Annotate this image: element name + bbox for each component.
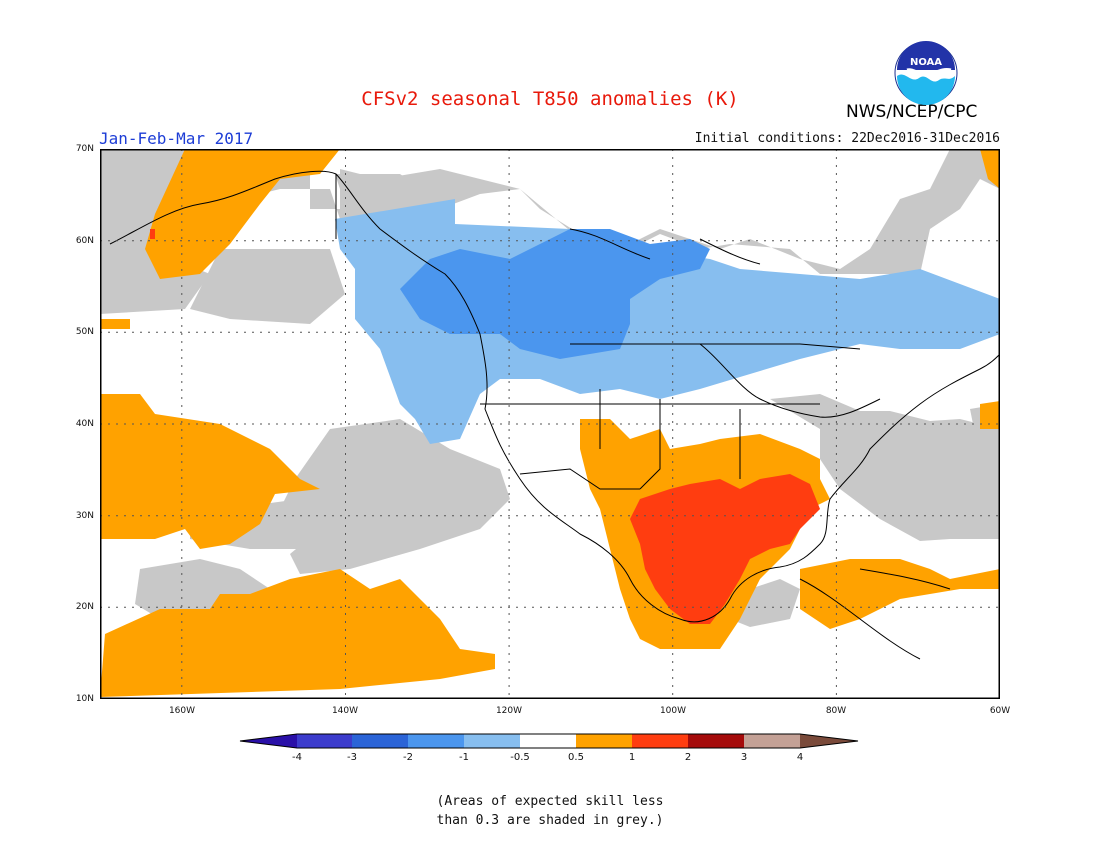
colorbar-label-3: 3 (740, 752, 748, 763)
agency-label: NWS/NCEP/CPC (846, 102, 978, 122)
colorbar (239, 733, 859, 749)
colorbar-cell-1 (297, 734, 352, 748)
colorbar-label-minus-1: -1 (459, 752, 469, 763)
anomaly-map (100, 149, 1000, 699)
colorbar-cell-10 (800, 734, 858, 748)
lat-label-30n: 30N (75, 511, 94, 521)
lat-label-60n: 60N (75, 236, 94, 246)
lon-label-160w: 160W (168, 706, 196, 716)
colorbar-label-0-5: 0.5 (568, 752, 584, 763)
graticule (100, 149, 1000, 699)
noaa-logo-text: NOAA (910, 57, 942, 68)
chart-title: CFSv2 seasonal T850 anomalies (K) (361, 88, 739, 110)
lon-label-140w: 140W (331, 706, 359, 716)
colorbar-cell-6 (576, 734, 632, 748)
colorbar-label-minus-2: -2 (403, 752, 413, 763)
initial-conditions-label: Initial conditions: 22Dec2016-31Dec2016 (694, 131, 1000, 146)
lon-label-80w: 80W (825, 706, 847, 716)
skill-note: (Areas of expected skill less than 0.3 a… (0, 792, 1100, 830)
colorbar-label-minus-3: -3 (347, 752, 357, 763)
lat-label-40n: 40N (75, 419, 94, 429)
colorbar-cell-4 (464, 734, 520, 748)
skill-note-line-1: (Areas of expected skill less (436, 794, 664, 809)
anomaly-region-mid-blue (400, 229, 710, 359)
colorbar-label-minus-4: -4 (292, 752, 302, 763)
colorbar-label-2: 2 (684, 752, 692, 763)
coastlines (109, 170, 1000, 660)
colorbar-cell-2 (352, 734, 408, 748)
lon-label-60w: 60W (989, 706, 1011, 716)
lon-label-120w: 120W (495, 706, 523, 716)
lat-label-70n: 70N (75, 144, 94, 154)
anomaly-region-red (150, 229, 820, 624)
colorbar-cell-5 (520, 734, 576, 748)
lon-label-100w: 100W (659, 706, 687, 716)
colorbar-label-4: 4 (796, 752, 804, 763)
colorbar-cell-0 (240, 734, 297, 748)
colorbar-cell-3 (408, 734, 464, 748)
colorbar-label-minus-0-5: -0.5 (510, 752, 530, 763)
colorbar-cell-7 (632, 734, 688, 748)
colorbar-cell-9 (744, 734, 800, 748)
lat-label-50n: 50N (75, 327, 94, 337)
skill-note-line-2: than 0.3 are shaded in grey.) (436, 813, 664, 828)
colorbar-cell-8 (688, 734, 744, 748)
noaa-logo: NOAA (894, 41, 958, 105)
map-frame (100, 149, 1000, 699)
season-label: Jan-Feb-Mar 2017 (99, 129, 254, 148)
lat-label-20n: 20N (75, 602, 94, 612)
lat-label-10n: 10N (75, 694, 94, 704)
colorbar-label-1: 1 (628, 752, 636, 763)
